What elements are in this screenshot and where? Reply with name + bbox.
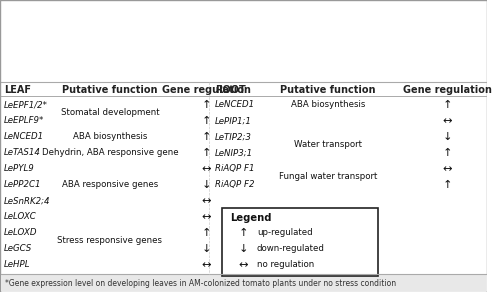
Text: ABA biosynthesis: ABA biosynthesis (73, 132, 147, 141)
Text: Dehydrin, ABA responsive gene: Dehydrin, ABA responsive gene (42, 148, 178, 157)
Text: LeEPF1/2*: LeEPF1/2* (4, 100, 48, 109)
Text: ↑: ↑ (238, 228, 248, 238)
Text: ↓: ↓ (202, 180, 211, 190)
Text: LePYL9: LePYL9 (4, 164, 34, 173)
Text: LeEPLF9*: LeEPLF9* (4, 116, 44, 125)
Text: LEAF: LEAF (4, 85, 31, 95)
Text: LeNCED1: LeNCED1 (4, 132, 44, 141)
Text: up-regulated: up-regulated (257, 228, 312, 237)
Text: *Gene expression level on developing leaves in AM-colonized tomato plants under : *Gene expression level on developing lea… (5, 279, 396, 288)
Text: Water transport: Water transport (294, 140, 362, 149)
Text: ↔: ↔ (202, 196, 211, 206)
Text: no regulation: no regulation (257, 260, 314, 269)
Text: LePP2C1: LePP2C1 (4, 180, 42, 189)
Text: ↑: ↑ (202, 228, 211, 238)
Text: Gene regulation: Gene regulation (162, 85, 250, 95)
Text: Stress responsive genes: Stress responsive genes (58, 236, 162, 245)
Text: ↔: ↔ (238, 260, 248, 270)
Bar (222, 208, 378, 276)
Text: ↑: ↑ (202, 100, 211, 110)
Text: Fungal water transport: Fungal water transport (279, 172, 377, 181)
Text: Putative function: Putative function (280, 85, 376, 95)
Text: LeTIP2;3: LeTIP2;3 (215, 132, 252, 141)
Text: ↔: ↔ (202, 260, 211, 270)
Text: LeTAS14: LeTAS14 (4, 148, 41, 157)
Text: ↑: ↑ (443, 148, 452, 158)
Text: ↔: ↔ (202, 164, 211, 174)
Text: down-regulated: down-regulated (257, 244, 325, 253)
Text: ↔: ↔ (443, 116, 452, 126)
Text: RiAQP F1: RiAQP F1 (215, 164, 254, 173)
Text: ROOT: ROOT (215, 85, 246, 95)
Text: LeSnRK2;4: LeSnRK2;4 (4, 196, 50, 205)
Text: LeHPL: LeHPL (4, 260, 30, 269)
Text: ↓: ↓ (202, 244, 211, 254)
Text: LeLOXC: LeLOXC (4, 212, 36, 221)
Bar (1, 274, 486, 291)
Text: LeLOXD: LeLOXD (4, 228, 38, 237)
Text: ↔: ↔ (443, 164, 452, 174)
Text: ↓: ↓ (443, 132, 452, 142)
Text: ↑: ↑ (443, 180, 452, 190)
Text: LeGCS: LeGCS (4, 244, 32, 253)
Text: ↔: ↔ (202, 212, 211, 222)
Text: ↑: ↑ (443, 100, 452, 110)
Text: RiAQP F2: RiAQP F2 (215, 180, 254, 189)
Text: ABA biosynthesis: ABA biosynthesis (291, 100, 365, 109)
Text: Legend: Legend (230, 213, 271, 223)
Text: ↑: ↑ (202, 148, 211, 158)
Text: ABA responsive genes: ABA responsive genes (62, 180, 158, 189)
Text: Putative function: Putative function (62, 85, 158, 95)
Text: ↑: ↑ (202, 116, 211, 126)
Text: LeNIP3;1: LeNIP3;1 (215, 148, 253, 157)
Text: ↓: ↓ (238, 244, 248, 254)
Text: LeNCED1: LeNCED1 (215, 100, 255, 109)
Text: LePIP1;1: LePIP1;1 (215, 116, 252, 125)
Text: Gene regulation: Gene regulation (403, 85, 492, 95)
Text: Stomatal development: Stomatal development (60, 108, 160, 117)
Text: ↑: ↑ (202, 132, 211, 142)
